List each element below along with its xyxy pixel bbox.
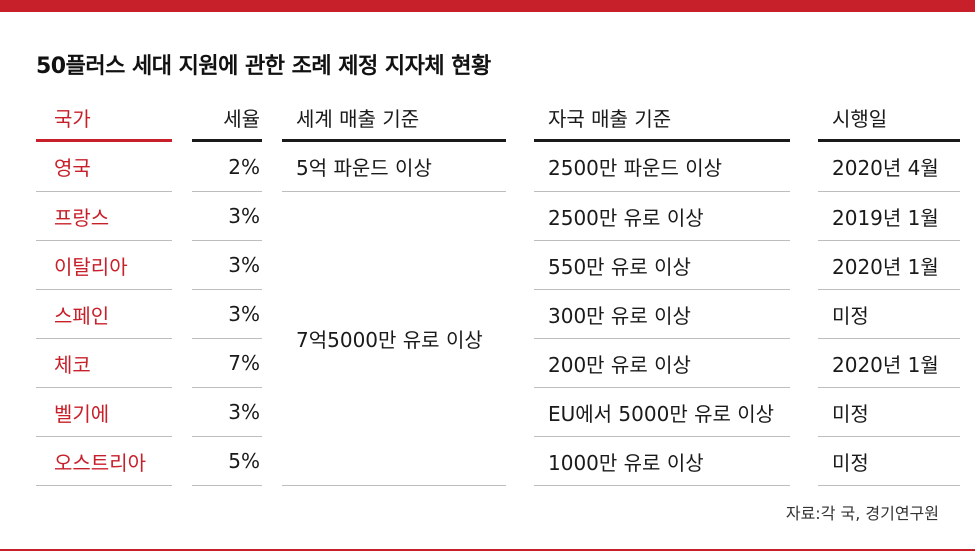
rate-cell: 5%	[192, 437, 262, 486]
domestic-sales-cell: 200만 유로 이상	[534, 339, 790, 388]
table-row: 스페인 3% 300만 유로 이상 미정	[36, 290, 960, 339]
country-cell: 벨기에	[36, 388, 172, 437]
effective-date-cell: 2020년 1월	[818, 241, 960, 290]
table-row: 영국 2% 5억 파운드 이상 2500만 파운드 이상 2020년 4월	[36, 142, 960, 192]
table-row: 벨기에 3% EU에서 5000만 유로 이상 미정	[36, 388, 960, 437]
effective-date-cell: 2020년 4월	[818, 142, 960, 192]
country-cell: 오스트리아	[36, 437, 172, 486]
global-sales-merged-cell: 7억5000만 유로 이상	[282, 192, 506, 486]
rate-cell: 7%	[192, 339, 262, 388]
table-row: 프랑스 3% 7억5000만 유로 이상 2500만 유로 이상 2019년 1…	[36, 192, 960, 486]
table-row: 체코 7% 200만 유로 이상 2020년 1월	[36, 339, 960, 388]
domestic-sales-cell: EU에서 5000만 유로 이상	[534, 388, 790, 437]
effective-date-cell: 2019년 1월	[818, 192, 960, 241]
global-sales-cell: 5억 파운드 이상	[282, 142, 506, 192]
rate-cell: 3%	[192, 192, 262, 241]
effective-date-cell: 미정	[818, 290, 960, 339]
source-note: 자료:각 국, 경기연구원	[785, 504, 939, 523]
header-rate: 세율	[192, 96, 262, 142]
effective-date-cell: 미정	[818, 388, 960, 437]
domestic-sales-cell: 300만 유로 이상	[534, 290, 790, 339]
rate-cell: 2%	[192, 142, 262, 192]
header-domestic-sales: 자국 매출 기준	[534, 96, 790, 142]
domestic-sales-cell: 550만 유로 이상	[534, 241, 790, 290]
rate-cell: 3%	[192, 388, 262, 437]
header-country: 국가	[36, 96, 172, 142]
rate-cell: 3%	[192, 241, 262, 290]
rate-cell: 3%	[192, 290, 262, 339]
country-cell: 스페인	[36, 290, 172, 339]
table-row: 이탈리아 3% 550만 유로 이상 2020년 1월	[36, 241, 960, 290]
header-effective-date: 시행일	[818, 96, 960, 142]
domestic-sales-cell: 2500만 유로 이상	[534, 192, 790, 241]
domestic-sales-cell: 1000만 유로 이상	[534, 437, 790, 486]
effective-date-cell: 미정	[818, 437, 960, 486]
table-row: 오스트리아 5% 1000만 유로 이상 미정	[36, 437, 960, 486]
top-accent-bar	[0, 0, 975, 12]
table-header-row: 국가 세율 세계 매출 기준 자국 매출 기준 시행일	[36, 96, 960, 142]
country-cell: 영국	[36, 142, 172, 192]
status-table: 국가 세율 세계 매출 기준 자국 매출 기준 시행일 영국 2% 5억 파운드…	[36, 96, 960, 486]
header-global-sales: 세계 매출 기준	[282, 96, 506, 142]
domestic-sales-cell: 2500만 파운드 이상	[534, 142, 790, 192]
effective-date-cell: 2020년 1월	[818, 339, 960, 388]
country-cell: 체코	[36, 339, 172, 388]
country-cell: 프랑스	[36, 192, 172, 241]
country-cell: 이탈리아	[36, 241, 172, 290]
page-title: 50플러스 세대 지원에 관한 조례 제정 지자체 현황	[36, 54, 491, 79]
bottom-accent-rule	[0, 549, 975, 551]
